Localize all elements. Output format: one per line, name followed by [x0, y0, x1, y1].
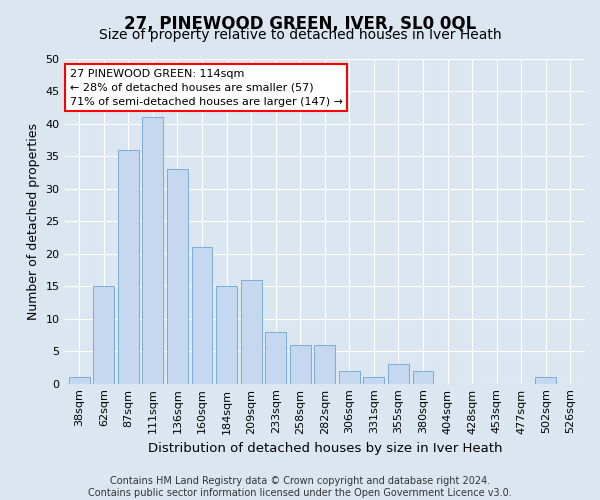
- Bar: [241, 280, 262, 384]
- Text: Size of property relative to detached houses in Iver Heath: Size of property relative to detached ho…: [98, 28, 502, 42]
- Bar: [290, 344, 311, 384]
- Bar: [191, 248, 212, 384]
- Bar: [314, 344, 335, 384]
- Text: 27, PINEWOOD GREEN, IVER, SL0 0QL: 27, PINEWOOD GREEN, IVER, SL0 0QL: [124, 15, 476, 33]
- Bar: [167, 170, 188, 384]
- Bar: [142, 118, 163, 384]
- Bar: [69, 377, 90, 384]
- Bar: [364, 377, 385, 384]
- Bar: [388, 364, 409, 384]
- Bar: [535, 377, 556, 384]
- Bar: [339, 370, 360, 384]
- Text: Contains HM Land Registry data © Crown copyright and database right 2024.
Contai: Contains HM Land Registry data © Crown c…: [88, 476, 512, 498]
- Bar: [265, 332, 286, 384]
- Bar: [413, 370, 433, 384]
- Text: 27 PINEWOOD GREEN: 114sqm
← 28% of detached houses are smaller (57)
71% of semi-: 27 PINEWOOD GREEN: 114sqm ← 28% of detac…: [70, 68, 343, 106]
- Bar: [118, 150, 139, 384]
- Y-axis label: Number of detached properties: Number of detached properties: [27, 123, 40, 320]
- Bar: [216, 286, 237, 384]
- X-axis label: Distribution of detached houses by size in Iver Heath: Distribution of detached houses by size …: [148, 442, 502, 455]
- Bar: [94, 286, 114, 384]
